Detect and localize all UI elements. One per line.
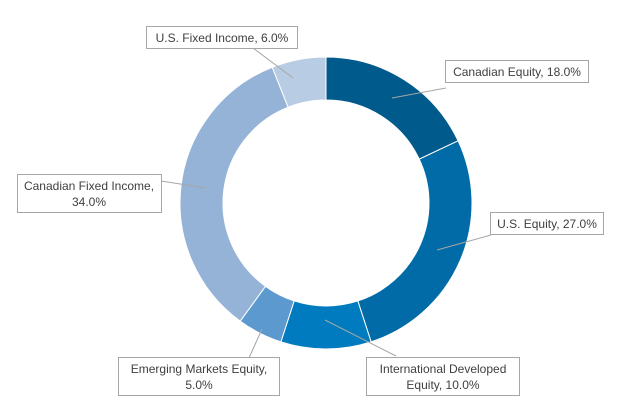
leader-intl-developed-equity <box>324 319 397 357</box>
label-us-fixed-income: U.S. Fixed Income, 6.0% <box>146 26 298 49</box>
label-emerging-markets-equity-line2: 5.0% <box>185 378 213 392</box>
label-canadian-fixed-income: Canadian Fixed Income, 34.0% <box>17 174 162 213</box>
slice-u-s-fixed-income <box>271 56 327 108</box>
leader-canadian-fixed-income <box>160 180 207 189</box>
label-us-equity: U.S. Equity, 27.0% <box>490 212 604 235</box>
label-us-fixed-income-text: U.S. Fixed Income, 6.0% <box>156 31 289 45</box>
leader-emerging-markets-equity <box>248 328 263 359</box>
label-us-equity-text: U.S. Equity, 27.0% <box>497 217 597 231</box>
label-emerging-markets-equity-line1: Emerging Markets Equity, <box>131 362 268 376</box>
slice-u-s-equity <box>357 140 473 343</box>
leader-us-equity <box>436 234 492 251</box>
label-intl-developed-equity-line1: International Developed <box>380 362 507 376</box>
label-canadian-fixed-income-line1: Canadian Fixed Income, <box>24 179 154 193</box>
label-intl-developed-equity: International Developed Equity, 10.0% <box>366 357 520 396</box>
label-canadian-fixed-income-line2: 34.0% <box>72 195 106 209</box>
label-canadian-equity: Canadian Equity, 18.0% <box>445 60 589 83</box>
leader-canadian-equity <box>391 87 447 99</box>
leader-us-fixed-income <box>252 47 294 79</box>
slice-canadian-fixed-income <box>179 66 289 322</box>
donut-slices <box>179 56 473 350</box>
slice-international-developed-equity <box>280 300 372 350</box>
slice-canadian-equity <box>325 56 459 160</box>
label-emerging-markets-equity: Emerging Markets Equity, 5.0% <box>118 357 280 396</box>
label-canadian-equity-text: Canadian Equity, 18.0% <box>453 65 581 79</box>
label-intl-developed-equity-line2: Equity, 10.0% <box>406 378 479 392</box>
